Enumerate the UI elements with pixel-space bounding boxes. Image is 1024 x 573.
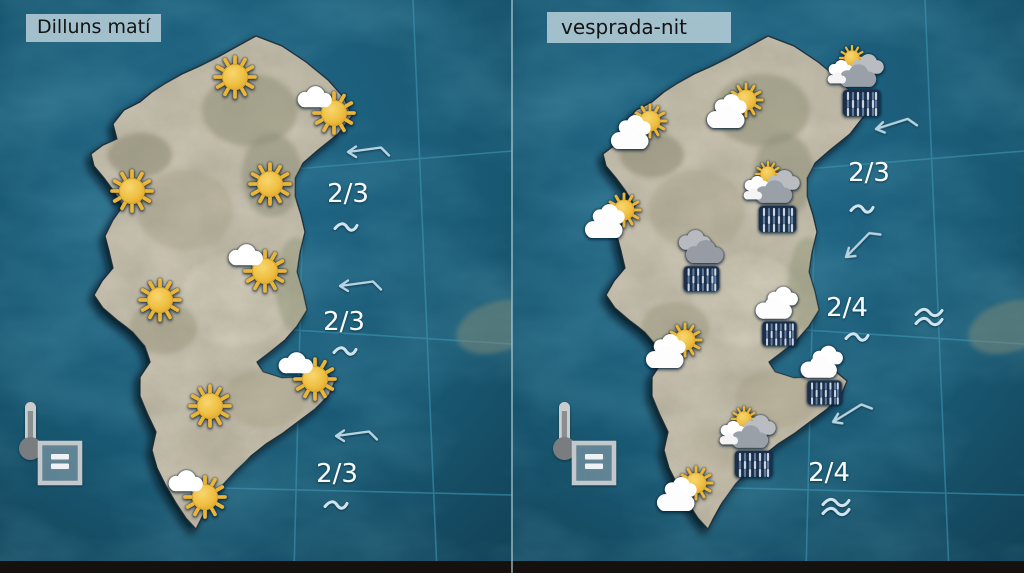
sea-state-value: 2/4 bbox=[826, 293, 868, 323]
sea-state-value: 2/3 bbox=[848, 158, 890, 188]
map-panel-evening bbox=[512, 0, 1024, 573]
period-label-evening: vesprada-nit bbox=[547, 12, 731, 43]
sea-state-value: 2/3 bbox=[316, 459, 358, 489]
period-label-morning: Dilluns matí bbox=[26, 14, 162, 42]
sea-state-value: 2/3 bbox=[327, 179, 369, 209]
weather-overlay-layer: 2/3 2/3 2/3 2/3 2/4 2/4 bbox=[19, 46, 942, 517]
sea-state-value: 2/3 bbox=[323, 307, 365, 337]
sea-state-value: 2/4 bbox=[808, 458, 850, 488]
panel-divider bbox=[511, 0, 513, 573]
